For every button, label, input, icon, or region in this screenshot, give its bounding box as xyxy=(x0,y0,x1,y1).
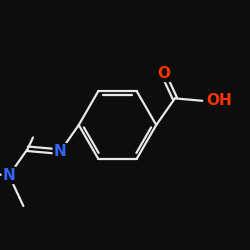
Text: N: N xyxy=(54,144,66,159)
Text: OH: OH xyxy=(206,93,232,108)
Text: N: N xyxy=(3,168,16,183)
Text: O: O xyxy=(157,66,170,81)
